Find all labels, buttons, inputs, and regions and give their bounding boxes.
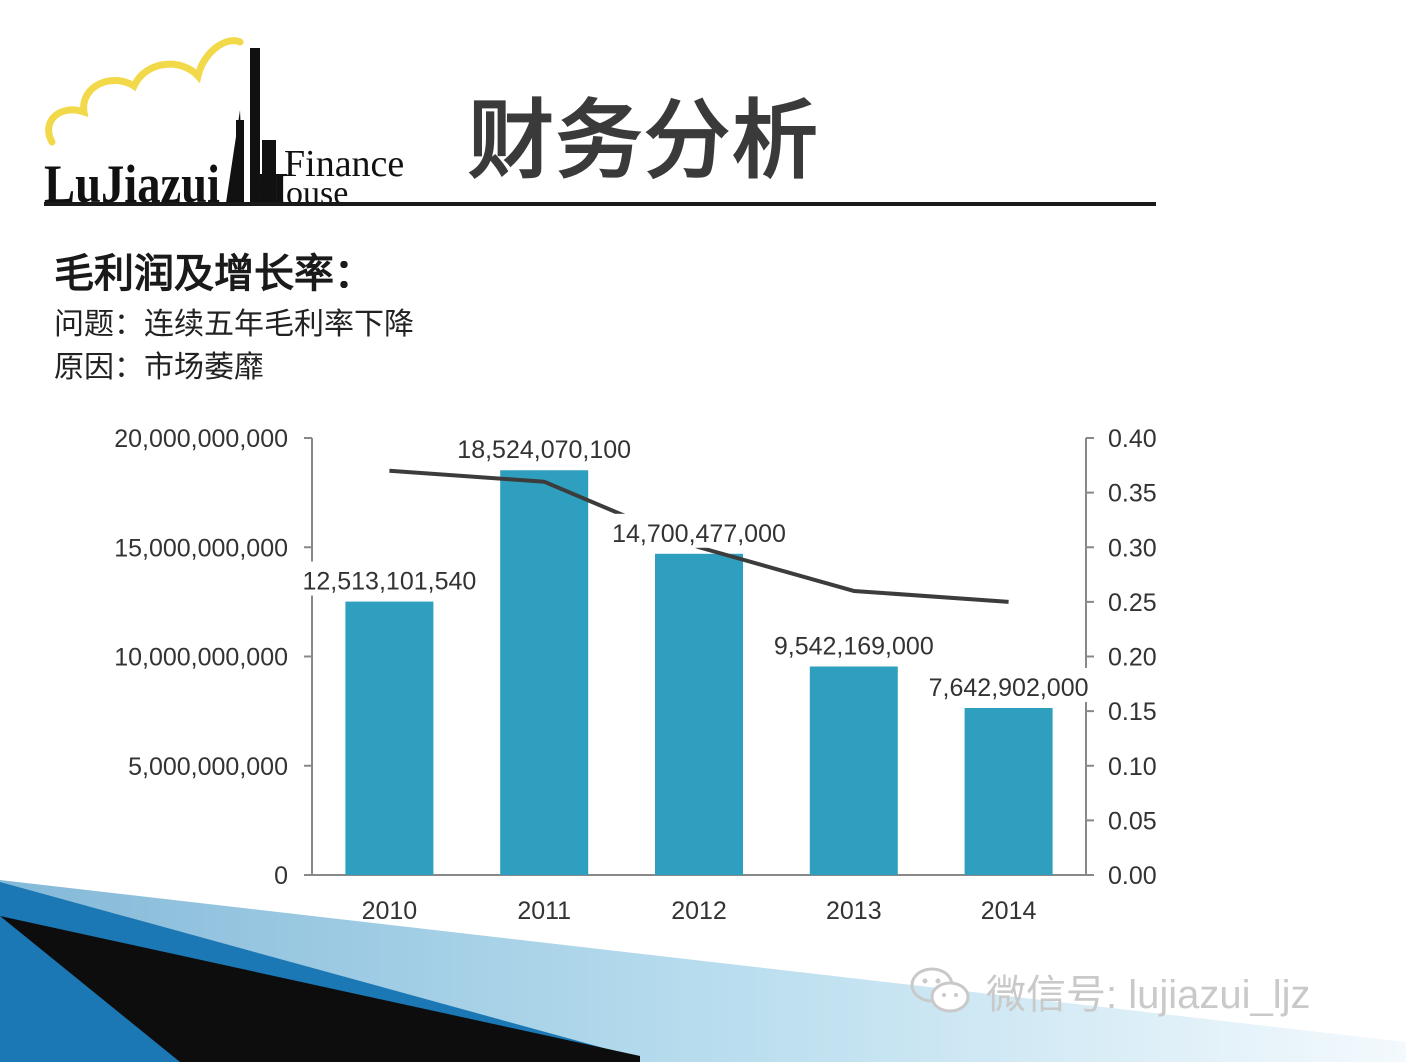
y-right-tick-label: 0.05 [1108, 807, 1157, 835]
x-tick-label: 2011 [517, 897, 571, 925]
swoosh-dark [0, 916, 640, 1062]
lujiazui-logo: LuJiazui Finance H ouse [44, 37, 404, 214]
bar [500, 470, 589, 875]
data-label: 12,513,101,540 [303, 568, 477, 596]
x-tick-label: 2013 [826, 897, 882, 925]
data-label-bg [594, 513, 804, 548]
cause-note: 原因：市场萎靡 [54, 350, 264, 385]
data-label-bg [756, 626, 952, 661]
data-label: 7,642,902,000 [929, 674, 1089, 702]
y-left-tick-label: 5,000,000,000 [128, 753, 288, 781]
x-tick-label: 2010 [362, 897, 418, 925]
x-tick-label: 2014 [981, 897, 1037, 925]
y-right-tick-label: 0.20 [1108, 644, 1157, 672]
y-right-tick-label: 0.35 [1108, 480, 1157, 508]
data-label-bg [911, 668, 1106, 703]
y-right-tick-label: 0.10 [1108, 753, 1157, 781]
bar [964, 708, 1053, 875]
y-right-tick-label: 0.25 [1108, 589, 1157, 617]
watermark-text: 微信号: lujiazui_ljz [986, 973, 1311, 1017]
y-left-tick-label: 0 [274, 862, 288, 890]
y-right-tick-label: 0.15 [1108, 698, 1157, 726]
y-right-tick-label: 0.30 [1108, 534, 1157, 562]
bottom-swoosh [0, 880, 1406, 1062]
data-label: 18,524,070,100 [457, 436, 631, 464]
logo-house-letter: H [252, 163, 288, 214]
logo-cloud [45, 37, 244, 146]
data-label-bg [439, 430, 649, 465]
data-label-bg [285, 561, 494, 596]
y-right-tick-label: 0.00 [1108, 862, 1157, 890]
issue-note: 问题：连续五年毛利率下降 [54, 307, 414, 342]
y-left-tick-label: 10,000,000,000 [114, 644, 288, 672]
y-left-tick-label: 15,000,000,000 [114, 534, 288, 562]
y-left-tick-label: 20,000,000,000 [114, 425, 288, 453]
data-label: 9,542,169,000 [774, 633, 934, 661]
wechat-icon [910, 967, 970, 1013]
logo-finance: Finance [284, 143, 404, 185]
y-right-tick-label: 0.40 [1108, 425, 1157, 453]
bar [655, 553, 743, 875]
watermark: 微信号: lujiazui_ljz [908, 962, 1311, 1020]
page-title: 财务分析 [468, 91, 820, 191]
gross-profit-chart: 0 5,000,000,000 10,000,000,000 15,000,000,0… [114, 425, 1157, 925]
bar [809, 666, 898, 875]
data-label: 14,700,477,000 [612, 520, 786, 548]
x-tick-label: 2012 [671, 897, 727, 925]
logo-house: ouse [286, 175, 348, 212]
bar [345, 601, 434, 875]
section-heading: 毛利润及增长率： [54, 251, 374, 297]
logo-skyline [226, 48, 276, 203]
title-divider [44, 202, 1156, 206]
